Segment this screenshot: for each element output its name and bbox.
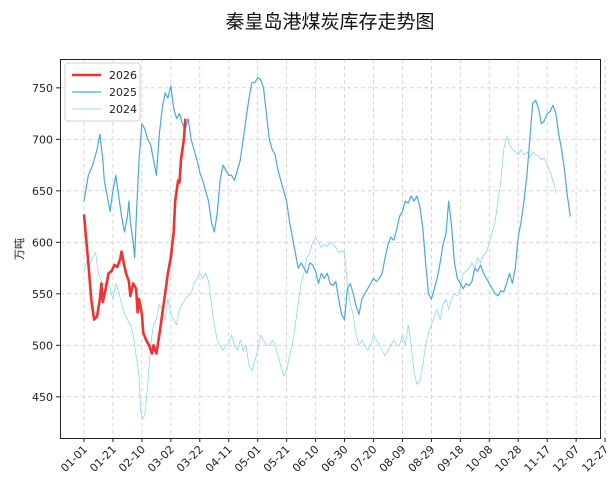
x-tick-label: 10-28 xyxy=(493,443,525,475)
x-tick-label: 12-07 xyxy=(550,443,582,475)
x-tick-label: 08-29 xyxy=(406,443,438,475)
x-tick-label: 12-27 xyxy=(579,443,611,475)
x-tick-label: 01-01 xyxy=(58,443,90,475)
x-tick-label: 06-30 xyxy=(319,443,351,475)
y-tick-label: 500 xyxy=(32,339,53,352)
x-axis: 01-0101-2102-1003-0203-2204-1105-0105-21… xyxy=(58,438,611,475)
x-tick-label: 07-20 xyxy=(348,443,380,475)
x-tick-label: 02-10 xyxy=(116,443,148,475)
x-tick-label: 03-22 xyxy=(174,443,206,475)
y-tick-label: 650 xyxy=(32,185,53,198)
y-axis: 450 500 550 600 650 700 750 xyxy=(32,82,60,404)
legend-label-2024: 2024 xyxy=(109,103,137,116)
series-line-2025 xyxy=(83,76,571,321)
x-tick-label: 11-17 xyxy=(521,443,553,475)
y-tick-label: 750 xyxy=(32,82,53,95)
y-axis-label: 万吨 xyxy=(13,238,26,260)
x-tick-label: 06-10 xyxy=(290,443,322,475)
legend-label-2026: 2026 xyxy=(109,69,137,82)
y-tick-label: 600 xyxy=(32,236,53,249)
series-line-2024 xyxy=(83,135,557,420)
legend-box xyxy=(64,62,141,122)
plot-frame xyxy=(60,59,601,439)
x-tick-label: 09-18 xyxy=(435,443,467,475)
x-tick-label: 08-09 xyxy=(377,443,409,475)
y-tick-label: 550 xyxy=(32,288,53,301)
grid xyxy=(60,59,606,438)
x-tick-label: 01-21 xyxy=(87,443,119,475)
x-tick-label: 05-21 xyxy=(261,443,293,475)
chart-title: 秦皇岛港煤炭库存走势图 xyxy=(225,11,434,33)
series-layer xyxy=(82,76,571,420)
x-tick-label: 10-08 xyxy=(464,443,496,475)
series-line-2026 xyxy=(82,118,187,355)
legend: 2026 2025 2024 xyxy=(64,62,141,122)
x-tick-label: 05-01 xyxy=(232,443,264,475)
legend-label-2025: 2025 xyxy=(109,86,137,99)
y-tick-label: 700 xyxy=(32,133,53,146)
x-tick-label: 04-11 xyxy=(203,443,235,475)
y-tick-label: 450 xyxy=(32,391,53,404)
x-tick-label: 03-02 xyxy=(145,443,177,475)
